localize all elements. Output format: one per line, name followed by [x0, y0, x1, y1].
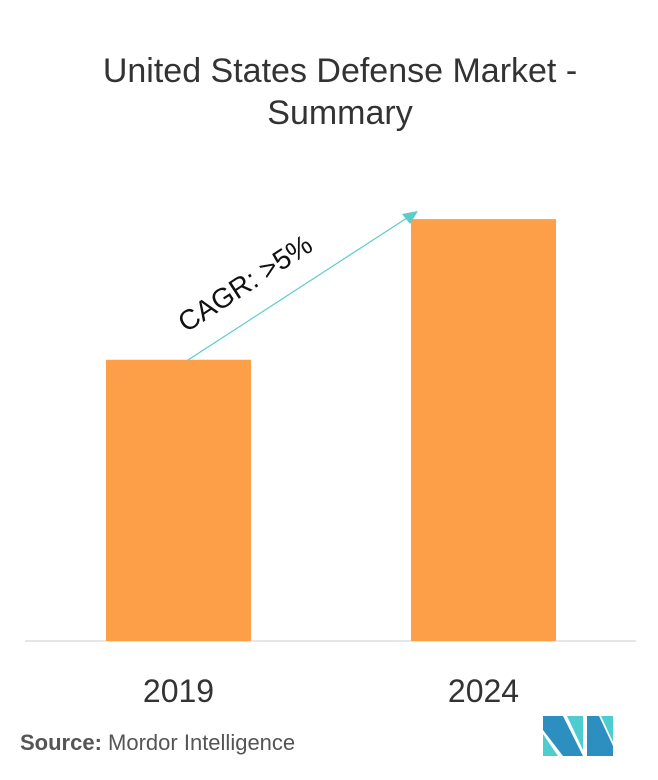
logo-shape-3 — [567, 716, 583, 750]
source-label: Source: — [20, 730, 102, 755]
logo-shape-1 — [543, 716, 583, 756]
logo-shape-5 — [601, 716, 613, 742]
source-text: Mordor Intelligence — [108, 730, 296, 755]
bar-2024 — [411, 219, 556, 641]
bar-2019 — [106, 359, 251, 641]
mordor-logo — [543, 716, 613, 756]
x-tick-label: 2024 — [448, 673, 519, 709]
cagr-arrow — [187, 215, 411, 361]
cagr-label: CAGR: >5% — [172, 229, 317, 338]
logo-shape-2 — [543, 734, 558, 756]
cagr-arrowhead — [402, 211, 418, 224]
x-tick-label: 2019 — [143, 673, 214, 709]
logo-shape-4 — [587, 716, 613, 756]
chart-title: United States Defense Market - Summary — [102, 52, 578, 132]
source-note: Source: Mordor Intelligence — [20, 730, 295, 756]
